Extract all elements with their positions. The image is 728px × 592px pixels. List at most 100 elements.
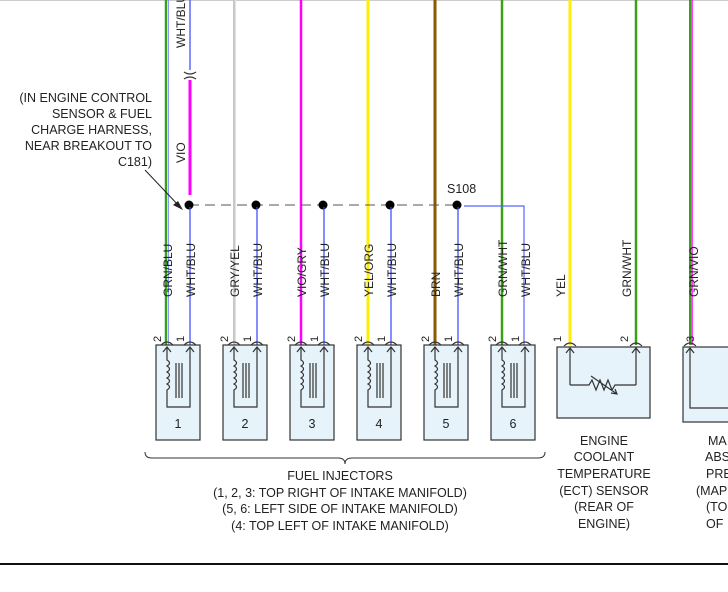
injector-5: BRN WHT/BLU 2 1 5	[420, 207, 469, 441]
caption-line: (ECT) SENSOR	[559, 484, 649, 498]
injector-number: 6	[510, 417, 517, 431]
caption-line: PRE	[706, 467, 728, 481]
injector-number: 4	[376, 417, 383, 431]
pin-terminal-icon	[361, 341, 398, 353]
injector-number: 2	[242, 417, 249, 431]
pin-number: 1	[552, 336, 564, 342]
caption-line: ENGINE)	[578, 517, 630, 531]
injector-caption: FUEL INJECTORS (1, 2, 3: TOP RIGHT OF IN…	[213, 469, 467, 533]
caption-line: (5, 6: LEFT SIDE OF INTAKE MANIFOLD)	[222, 502, 458, 516]
pin-number: 2	[487, 336, 499, 342]
injector-body	[423, 344, 469, 441]
injector-number: 3	[309, 417, 316, 431]
injector-1: GRN/BLU WHT/BLU 2 1 1	[152, 207, 201, 441]
wire-label: WHT/BLU	[519, 243, 533, 297]
injector-number: 1	[175, 417, 182, 431]
wire-label: WHT/BLU	[452, 243, 466, 297]
note-line: C181)	[118, 155, 152, 169]
solenoid-coil-icon	[433, 348, 459, 408]
pin-number: 1	[175, 336, 187, 342]
pin-number: 2	[619, 336, 631, 342]
splice-label: S108	[447, 182, 476, 196]
solenoid-coil-icon	[500, 348, 526, 408]
wire-label: WHT/BLU	[385, 243, 399, 297]
pin-number: 1	[510, 336, 522, 342]
pin-terminal-icon	[160, 341, 197, 353]
pin-number: 1	[443, 336, 455, 342]
splice-dot	[184, 200, 194, 210]
pin-number: 2	[420, 336, 432, 342]
wire-label: GRY/YEL	[228, 245, 242, 297]
wire-label: BRN	[429, 272, 443, 297]
pin-number: 1	[242, 336, 254, 342]
injector-body	[222, 344, 268, 441]
pin-terminal-icon	[227, 341, 264, 353]
pin-number: 2	[152, 336, 164, 342]
pin-number: 1	[309, 336, 321, 342]
caption-line: (1, 2, 3: TOP RIGHT OF INTAKE MANIFOLD)	[213, 486, 467, 500]
caption-line: (REAR OF	[574, 500, 634, 514]
wire-label: WHT/BLU	[318, 243, 332, 297]
thermistor-icon	[565, 347, 641, 395]
caption-line: FUEL INJECTORS	[287, 469, 393, 483]
wire-splice-to-6	[464, 205, 525, 345]
wire-label: YEL	[554, 274, 568, 297]
note-line: SENSOR & FUEL	[52, 107, 152, 121]
caption-line: ABS	[705, 450, 728, 464]
location-note: (IN ENGINE CONTROL SENSOR & FUEL CHARGE …	[19, 91, 152, 169]
note-line: CHARGE HARNESS,	[31, 123, 152, 137]
caption-line: COOLANT	[574, 450, 635, 464]
caption-line: MA	[708, 434, 727, 448]
note-line: NEAR BREAKOUT TO	[25, 139, 152, 153]
solenoid-coil-icon	[299, 348, 325, 408]
wire-label: GRN/WHT	[620, 239, 634, 297]
injector-3: VIO/GRY WHT/BLU 2 1 3	[286, 207, 335, 441]
injector-4: YEL/ORG WHT/BLU 2 1 4	[353, 207, 402, 441]
solenoid-coil-icon	[232, 348, 258, 408]
pin-terminal-icon	[563, 342, 643, 347]
connector-break-icon	[183, 71, 197, 80]
wire-label: WHT/BLU	[251, 243, 265, 297]
caption-line: (MAP	[696, 484, 727, 498]
injector-body	[155, 344, 201, 441]
pin-number: 2	[353, 336, 365, 342]
splice-dot	[318, 200, 328, 210]
pin-terminal-icon	[495, 341, 532, 353]
wire-label: GRN/BLU	[161, 244, 175, 297]
injector-number: 5	[443, 417, 450, 431]
injector-brace	[144, 451, 546, 465]
note-line: (IN ENGINE CONTROL	[19, 91, 152, 105]
pin-number: 2	[286, 336, 298, 342]
injector-2: GRY/YEL WHT/BLU 2 1 2	[219, 207, 268, 441]
pin-terminal-icon	[294, 341, 331, 353]
wire-label: YEL/ORG	[362, 244, 376, 297]
injector-6: GRN/WHT WHT/BLU 2 1 6	[487, 239, 536, 441]
solenoid-coil-icon	[165, 348, 191, 408]
pin-number: 1	[376, 336, 388, 342]
splice-dot	[452, 200, 462, 210]
injector-body	[490, 344, 536, 441]
caption-line: (4: TOP LEFT OF INTAKE MANIFOLD)	[231, 519, 449, 533]
caption-line: ENGINE	[580, 434, 628, 448]
caption-line: (TO	[706, 500, 728, 514]
ect-sensor-body	[556, 346, 651, 419]
caption-line: TEMPERATURE	[557, 467, 651, 481]
injector-body	[356, 344, 402, 441]
upper-wires: WHT/BLU VIO	[164, 0, 693, 345]
pin-number: 3	[685, 336, 697, 342]
wire-label: GRN/VIO	[687, 246, 701, 297]
splice-dot	[385, 200, 395, 210]
wire-label-wht-blu-top: WHT/BLU	[174, 0, 188, 48]
splice-dot	[251, 200, 261, 210]
splice-s108: S108	[144, 169, 525, 345]
pin-number: 2	[219, 336, 231, 342]
wire-label: WHT/BLU	[184, 243, 198, 297]
ect-sensor: YEL GRN/WHT 1 2 ENGINE COOLANT TEMPERATU…	[552, 239, 651, 531]
wire-label: VIO/GRY	[295, 247, 309, 297]
injector-body	[289, 344, 335, 441]
note-arrow	[144, 169, 181, 208]
wire-label: GRN/WHT	[496, 239, 510, 297]
arrow-head-icon	[173, 201, 183, 210]
